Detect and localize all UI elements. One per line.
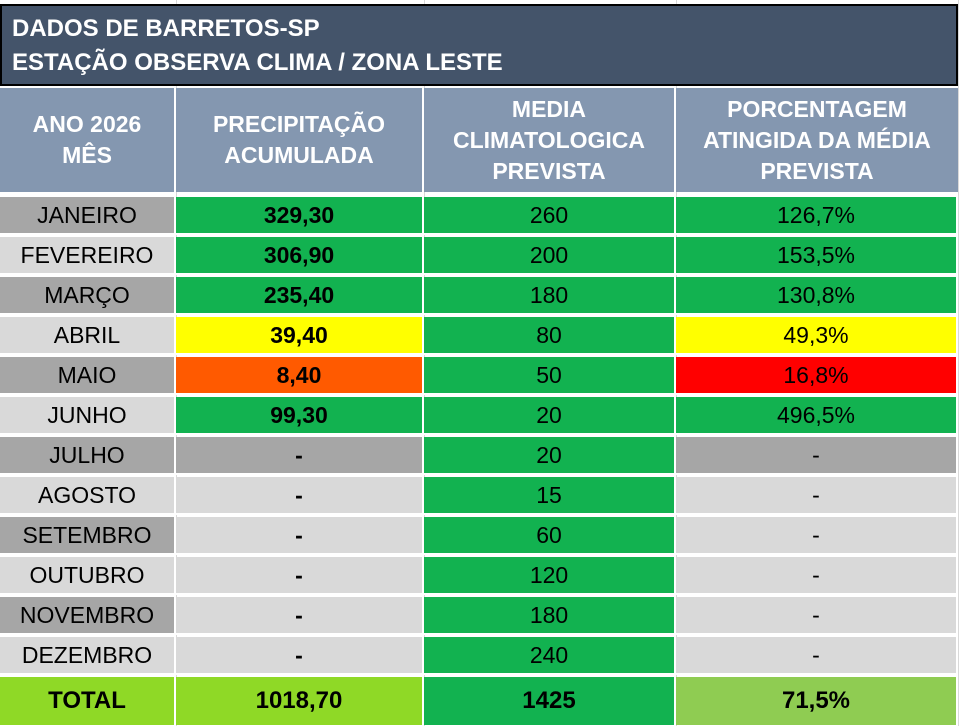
precipitation-cell[interactable]: 235,40	[176, 277, 424, 315]
header-precipitation-line: PRECIPITAÇÃO	[212, 111, 386, 137]
title-banner: DADOS DE BARRETOS-SP ESTAÇÃO OBSERVA CLI…	[0, 4, 958, 86]
month-cell[interactable]: DEZEMBRO	[0, 637, 176, 675]
climatological-mean-cell[interactable]: 120	[424, 557, 676, 595]
table-row: ABRIL 39,40 80 49,3%	[0, 317, 958, 355]
percentage-cell[interactable]: 126,7%	[676, 197, 958, 235]
table-row: MARÇO 235,40 180 130,8%	[0, 277, 958, 315]
percentage-cell[interactable]: 496,5%	[676, 397, 958, 435]
month-cell[interactable]: JULHO	[0, 437, 176, 475]
precipitation-cell[interactable]: 306,90	[176, 237, 424, 275]
precipitation-cell[interactable]: -	[176, 517, 424, 555]
percentage-cell[interactable]: 153,5%	[676, 237, 958, 275]
climatological-mean-cell[interactable]: 260	[424, 197, 676, 235]
precipitation-cell[interactable]: 8,40	[176, 357, 424, 395]
total-climatological-mean[interactable]: 1425	[424, 677, 676, 725]
table-row: AGOSTO -15-	[0, 477, 958, 515]
month-cell[interactable]: NOVEMBRO	[0, 597, 176, 635]
title-line-1: DADOS DE BARRETOS-SP	[12, 15, 320, 42]
table-row: OUTUBRO -120-	[0, 557, 958, 595]
month-cell[interactable]: SETEMBRO	[0, 517, 176, 555]
percentage-cell[interactable]: -	[676, 557, 958, 595]
total-precipitation[interactable]: 1018,70	[176, 677, 424, 725]
table-row: JULHO -20-	[0, 437, 958, 475]
month-cell[interactable]: JUNHO	[0, 397, 176, 435]
percentage-cell[interactable]: -	[676, 637, 958, 675]
percentage-cell[interactable]: -	[676, 597, 958, 635]
month-cell[interactable]: JANEIRO	[0, 197, 176, 235]
percentage-cell[interactable]: -	[676, 437, 958, 475]
total-label[interactable]: TOTAL	[0, 677, 176, 725]
header-month-line: MÊS	[62, 142, 112, 168]
precipitation-cell[interactable]: -	[176, 597, 424, 635]
table-row: SETEMBRO -60-	[0, 517, 958, 555]
climatological-mean-cell[interactable]: 20	[424, 397, 676, 435]
header-mean-line: PREVISTA	[492, 157, 606, 184]
climatological-mean-cell[interactable]: 80	[424, 317, 676, 355]
header-month-line: ANO 2026	[32, 111, 142, 137]
month-cell[interactable]: AGOSTO	[0, 477, 176, 515]
climatological-mean-cell[interactable]: 200	[424, 237, 676, 275]
month-cell[interactable]: OUTUBRO	[0, 557, 176, 595]
climatological-mean-cell[interactable]: 60	[424, 517, 676, 555]
table-row: JANEIRO 329,30 260 126,7%	[0, 197, 958, 235]
table-row: MAIO 8,40 50 16,8%	[0, 357, 958, 395]
percentage-cell[interactable]: -	[676, 517, 958, 555]
header-climatological-mean[interactable]: MEDIA CLIMATOLOGICA PREVISTA	[424, 88, 676, 192]
percentage-cell[interactable]: 16,8%	[676, 357, 958, 395]
precipitation-cell[interactable]: 99,30	[176, 397, 424, 435]
precipitation-cell[interactable]: 39,40	[176, 317, 424, 355]
header-mean-line: CLIMATOLOGICA	[452, 126, 646, 153]
table-row: NOVEMBRO -180-	[0, 597, 958, 635]
precipitation-cell[interactable]: -	[176, 477, 424, 515]
header-mean-line: MEDIA	[511, 95, 587, 122]
header-percentage-line: PREVISTA	[760, 157, 874, 184]
header-precipitation[interactable]: PRECIPITAÇÃO ACUMULADA	[176, 88, 424, 192]
header-percentage[interactable]: PORCENTAGEM ATINGIDA DA MÉDIA PREVISTA	[676, 88, 958, 192]
precipitation-cell[interactable]: -	[176, 557, 424, 595]
percentage-cell[interactable]: 49,3%	[676, 317, 958, 355]
total-percentage[interactable]: 71,5%	[676, 677, 958, 725]
precipitation-cell[interactable]: -	[176, 437, 424, 475]
title-line-2: ESTAÇÃO OBSERVA CLIMA / ZONA LESTE	[12, 49, 503, 76]
percentage-cell[interactable]: 130,8%	[676, 277, 958, 315]
table-row: JUNHO 99,30 20 496,5%	[0, 397, 958, 435]
precipitation-cell[interactable]: 329,30	[176, 197, 424, 235]
climatological-mean-cell[interactable]: 240	[424, 637, 676, 675]
total-row: TOTAL 1018,70 1425 71,5%	[0, 677, 958, 725]
month-cell[interactable]: MARÇO	[0, 277, 176, 315]
header-month[interactable]: ANO 2026 MÊS	[0, 88, 176, 192]
table-row: DEZEMBRO -240-	[0, 637, 958, 675]
climatological-mean-cell[interactable]: 20	[424, 437, 676, 475]
percentage-cell[interactable]: -	[676, 477, 958, 515]
climatological-mean-cell[interactable]: 15	[424, 477, 676, 515]
table-row: FEVEREIRO 306,90 200 153,5%	[0, 237, 958, 275]
climatological-mean-cell[interactable]: 180	[424, 597, 676, 635]
precipitation-cell[interactable]: -	[176, 637, 424, 675]
header-percentage-line: PORCENTAGEM	[727, 95, 907, 122]
month-cell[interactable]: MAIO	[0, 357, 176, 395]
header-percentage-line: ATINGIDA DA MÉDIA	[703, 126, 931, 153]
header-precipitation-line: ACUMULADA	[224, 142, 374, 168]
month-cell[interactable]: ABRIL	[0, 317, 176, 355]
month-cell[interactable]: FEVEREIRO	[0, 237, 176, 275]
climatological-mean-cell[interactable]: 180	[424, 277, 676, 315]
climatological-mean-cell[interactable]: 50	[424, 357, 676, 395]
